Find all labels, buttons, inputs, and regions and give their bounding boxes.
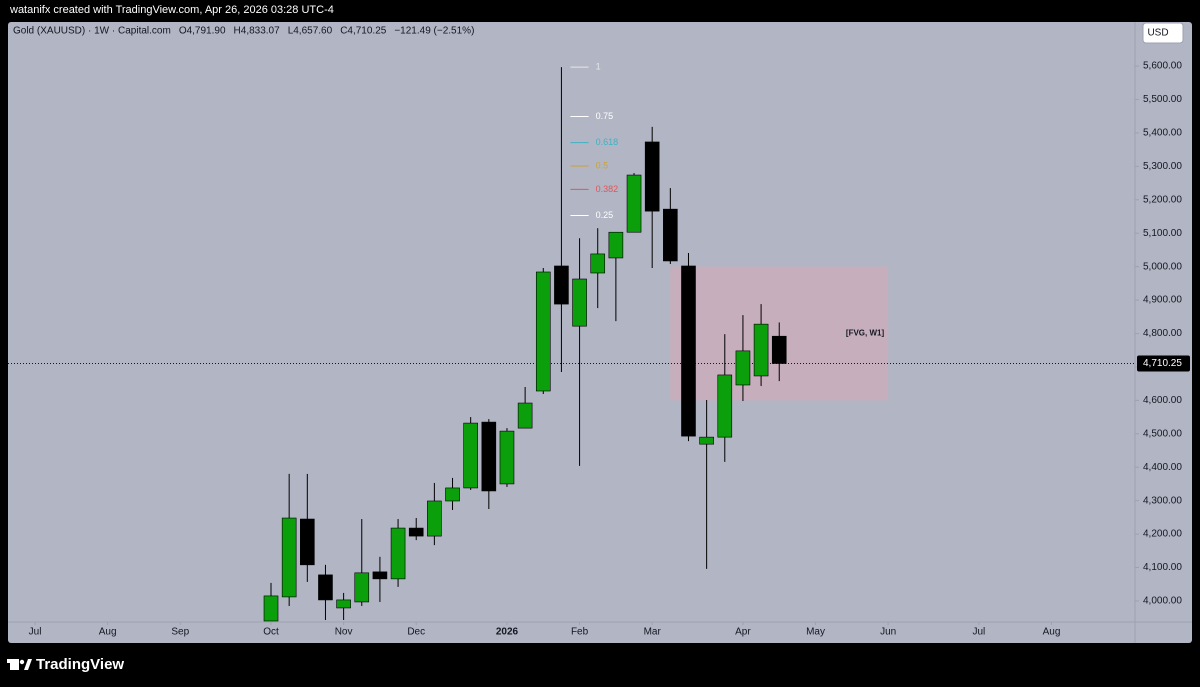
x-tick-label: Jun xyxy=(880,627,896,638)
y-tick-label: 4,200.00 xyxy=(1143,529,1182,540)
x-tick-label: Aug xyxy=(99,627,117,638)
legend-open: O4,791.90 xyxy=(179,26,226,37)
y-tick-label: 5,300.00 xyxy=(1143,161,1182,172)
y-tick-label: 4,900.00 xyxy=(1143,295,1182,306)
candle-body xyxy=(644,141,660,212)
legend-high: H4,833.07 xyxy=(234,26,281,37)
fib-label: 0.618 xyxy=(596,137,619,147)
chart-panel xyxy=(8,22,1192,643)
candle-body xyxy=(590,253,606,274)
fib-label: 0.5 xyxy=(596,160,609,170)
currency[interactable]: USD xyxy=(1147,28,1168,39)
x-tick-label: Jul xyxy=(29,627,42,638)
credit: watanifx created with TradingView.com, A… xyxy=(9,4,334,16)
x-tick-label: Apr xyxy=(735,627,751,638)
candle-body xyxy=(372,571,388,580)
candle-body xyxy=(390,527,406,580)
candle-body xyxy=(554,265,569,305)
y-tick-label: 5,500.00 xyxy=(1143,94,1182,105)
fib-label: 0.25 xyxy=(596,210,614,220)
candle-body xyxy=(336,599,351,609)
x-tick-label: Feb xyxy=(571,627,589,638)
candle-body xyxy=(517,402,533,429)
candle-body xyxy=(535,271,551,392)
y-tick-label: 4,100.00 xyxy=(1143,562,1182,573)
x-tick-label: 2026 xyxy=(496,627,519,638)
candle-body xyxy=(318,574,333,601)
plot: [FVG, W1] 1 0.75 0.618 0.5 0.382 0.25 xyxy=(8,61,1135,622)
legend-change: −121.49 (−2.51%) xyxy=(394,26,474,37)
y-tick-label: 5,000.00 xyxy=(1143,261,1182,272)
candle-body xyxy=(572,278,587,327)
logo-mark xyxy=(10,659,19,670)
legend-low: L4,657.60 xyxy=(288,26,333,37)
y-tick-label: 5,600.00 xyxy=(1143,61,1182,72)
x-tick-label: May xyxy=(806,627,825,638)
legend-close: C4,710.25 xyxy=(340,26,387,37)
candle-body xyxy=(354,572,370,603)
y-tick-label: 4,400.00 xyxy=(1143,462,1182,473)
x-tick-label: Aug xyxy=(1043,627,1061,638)
currency-button[interactable] xyxy=(1142,22,1184,44)
candle-body xyxy=(281,517,297,598)
candle-body xyxy=(463,422,478,489)
candle-body xyxy=(608,231,624,259)
candle-body xyxy=(263,595,279,622)
x-tick-label: Mar xyxy=(644,627,662,638)
candle-body xyxy=(427,500,442,537)
logo-mark xyxy=(7,659,16,663)
fib-label: 0.75 xyxy=(596,111,614,121)
candle-body xyxy=(699,436,714,445)
candle-body xyxy=(753,323,769,377)
last-price-tag xyxy=(1137,355,1190,372)
candle-body xyxy=(408,527,424,537)
candle-body xyxy=(663,208,678,262)
x-tick-label: Sep xyxy=(171,627,189,638)
logo-mark xyxy=(19,659,25,665)
y-tick-label: 5,200.00 xyxy=(1143,194,1182,205)
y-tick-label: 4,000.00 xyxy=(1143,596,1182,607)
y-tick-label: 5,100.00 xyxy=(1143,228,1182,239)
y-tick-label: 5,400.00 xyxy=(1143,128,1182,139)
y-tick-label: 4,300.00 xyxy=(1143,495,1182,506)
logo xyxy=(7,659,32,670)
candle-body xyxy=(771,335,787,364)
candle-body xyxy=(717,374,733,438)
y-tick-label: 4,800.00 xyxy=(1143,328,1182,339)
candle-body xyxy=(481,421,497,492)
candle-body xyxy=(681,265,696,437)
candle-body xyxy=(626,174,642,233)
x-tick-label: Oct xyxy=(263,627,279,638)
y-tick-label: 4,600.00 xyxy=(1143,395,1182,406)
logo-mark xyxy=(24,659,32,670)
legend: Gold (XAUUSD) · 1W · Capital.com O4,791.… xyxy=(13,26,474,37)
candle-body xyxy=(499,430,515,485)
candle-body xyxy=(735,350,751,386)
fib-label: 0.382 xyxy=(596,184,619,194)
x-tick-label: Dec xyxy=(407,627,425,638)
candle-body xyxy=(300,518,315,566)
symbol: Gold (XAUUSD) · 1W · Capital.com xyxy=(13,26,171,37)
x-tick-label: Nov xyxy=(335,627,353,638)
candle-body xyxy=(445,487,460,502)
fvg-label: [FVG, W1] xyxy=(846,329,885,338)
fib-label: 1 xyxy=(596,61,601,71)
branding: TradingView xyxy=(36,656,124,673)
last-price-label: 4,710.25 xyxy=(1143,358,1182,369)
y-tick-label: 4,500.00 xyxy=(1143,428,1182,439)
x-axis: Jul Aug Sep Oct Nov Dec 2026 Feb Mar Apr May Jun Jul… xyxy=(29,622,1061,638)
x-tick-label: Jul xyxy=(973,627,986,638)
